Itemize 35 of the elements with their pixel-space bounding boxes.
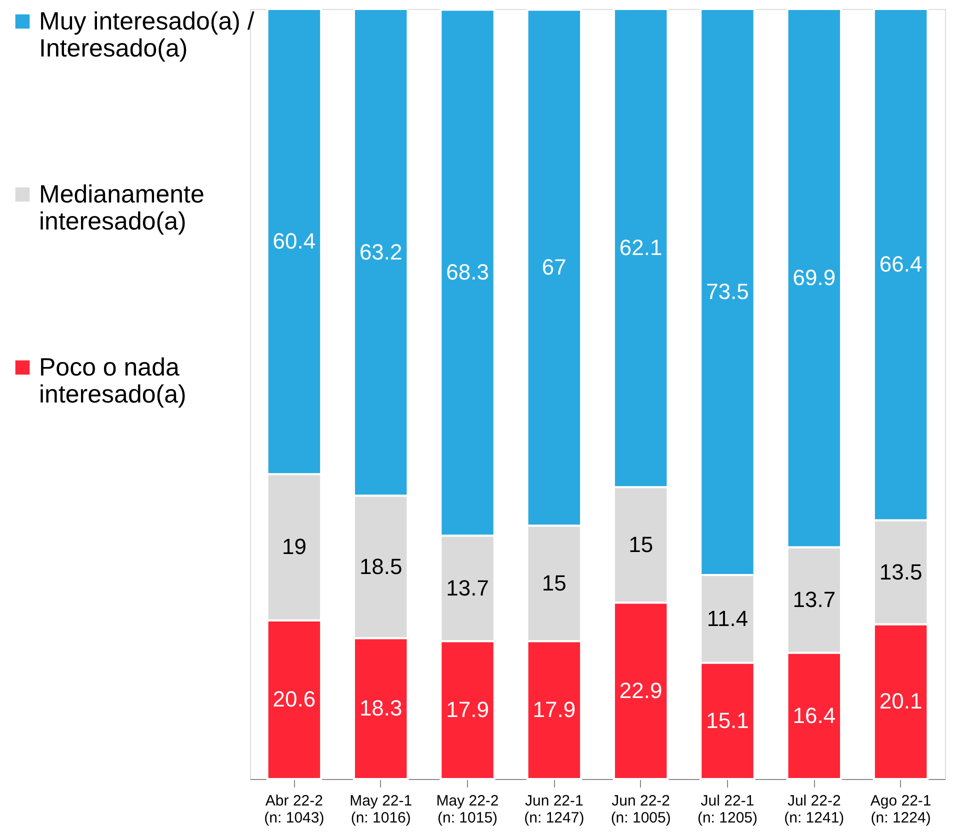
x-tick-label: Jul 22-2 (n: 1241) — [784, 792, 844, 826]
data-label: 18.3 — [359, 696, 402, 721]
data-label: 67 — [542, 254, 566, 280]
data-label: 22.9 — [619, 678, 662, 703]
legend-label: Muy interesado(a) / Interesado(a) — [39, 8, 254, 62]
x-tick-label: Jul 22-1 (n: 1205) — [697, 792, 758, 826]
x-tick-label: May 22-1 (n: 1016) — [350, 792, 412, 826]
data-label: 11.4 — [706, 606, 748, 631]
data-label: 19 — [282, 534, 306, 560]
data-label: 13.7 — [446, 575, 489, 600]
data-label: 13.7 — [792, 586, 836, 612]
x-tick-label: Ago 22-1 (n: 1224) — [870, 792, 932, 826]
data-label: 15.1 — [706, 708, 749, 733]
data-label: 20.6 — [272, 686, 316, 712]
data-label: 63.2 — [359, 239, 402, 264]
data-label: 17.9 — [532, 697, 576, 722]
data-label: 60.4 — [272, 228, 316, 254]
x-tick-label: Jun 22-2 (n: 1005) — [610, 792, 671, 826]
data-label: 73.5 — [706, 278, 749, 304]
data-label: 15 — [542, 570, 566, 596]
data-label: 15 — [628, 532, 654, 557]
x-tick-label: May 22-2 (n: 1015) — [436, 792, 499, 826]
legend-label: Medianamente interesado(a) — [39, 180, 204, 236]
data-label: 69.9 — [792, 265, 836, 290]
legend-label: Poco o nada interesado(a) — [39, 354, 186, 408]
data-label: 18.5 — [359, 554, 402, 579]
data-label: 17.9 — [446, 697, 489, 722]
data-label: 16.4 — [792, 702, 836, 728]
x-tick-label: Abr 22-2 (n: 1043) — [264, 792, 324, 826]
x-tick-label: Jun 22-1 (n: 1247) — [524, 792, 584, 826]
data-label: 68.3 — [446, 260, 489, 285]
data-label: 20.1 — [879, 688, 922, 714]
data-label: 13.5 — [879, 559, 922, 584]
data-label: 66.4 — [879, 252, 922, 277]
data-label: 62.1 — [619, 235, 662, 260]
